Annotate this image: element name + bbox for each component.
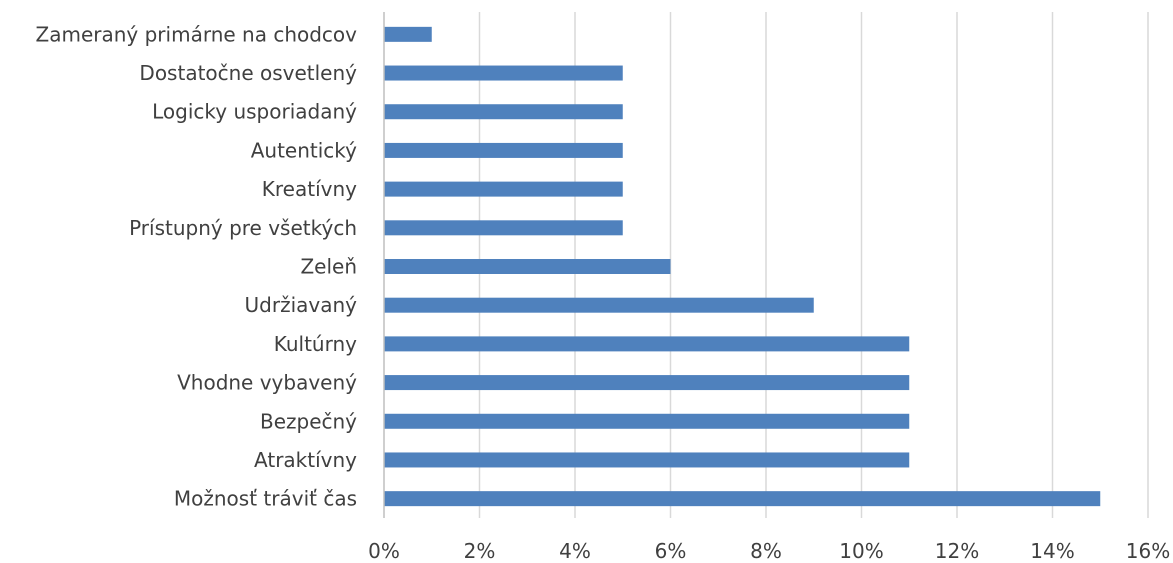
category-label: Udržiavaný (245, 293, 358, 317)
category-label: Kreatívny (262, 177, 357, 201)
tick-labels: 0% 2% 4% 6% 8% 10% 12% 14% 16% (368, 539, 1170, 563)
category-label: Možnosť tráviť čas (174, 487, 357, 511)
category-label: Kultúrny (274, 332, 357, 356)
category-label: Vhodne vybavený (177, 371, 357, 395)
bar (384, 142, 623, 158)
category-label: Prístupný pre všetkých (129, 216, 357, 240)
bar (384, 259, 671, 274)
bars (384, 26, 1101, 507)
category-label: Zeleň (300, 255, 357, 279)
x-tick-label: 2% (464, 539, 496, 563)
bar (384, 297, 814, 313)
bar (384, 413, 910, 429)
x-tick-label: 10% (839, 539, 883, 563)
category-label: Bezpečný (260, 409, 357, 433)
x-tick-label: 8% (750, 539, 782, 563)
category-label: Dostatočne osvetlený (139, 61, 357, 85)
bar (384, 375, 910, 391)
category-label: Autentický (251, 138, 357, 162)
bar (384, 491, 1101, 507)
x-tick-label: 16% (1126, 539, 1170, 563)
x-tick-label: 6% (655, 539, 687, 563)
x-tick-label: 12% (935, 539, 979, 563)
category-labels: Zameraný primárne na chodcov Dostatočne o… (36, 22, 358, 510)
category-label: Zameraný primárne na chodcov (36, 22, 358, 46)
bar (384, 336, 910, 352)
x-tick-label: 0% (368, 539, 400, 563)
bar (384, 65, 623, 81)
bar (384, 104, 623, 120)
x-tick-label: 4% (559, 539, 591, 563)
bar (384, 452, 910, 468)
bar (384, 181, 623, 197)
category-label: Atraktívny (254, 448, 357, 472)
bar (384, 220, 623, 236)
x-tick-label: 14% (1030, 539, 1074, 563)
category-label: Logicky usporiadaný (152, 100, 357, 124)
bar (384, 26, 432, 42)
